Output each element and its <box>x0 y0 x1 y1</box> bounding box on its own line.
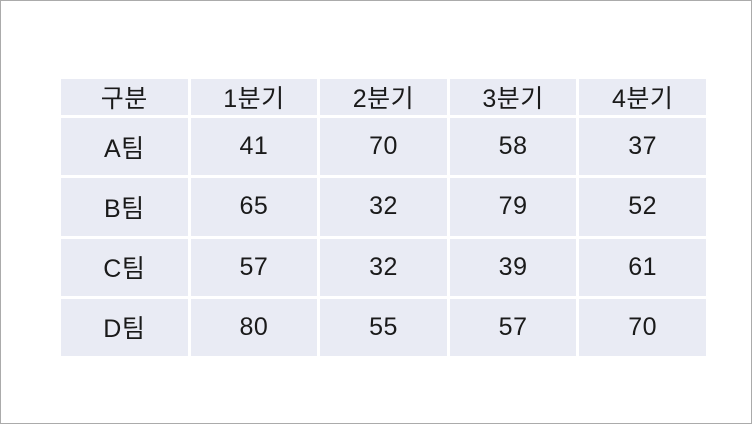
table-header: 구분 1분기 2분기 3분기 4분기 <box>61 79 706 115</box>
value-cell: 80 <box>190 298 318 356</box>
value-cell: 61 <box>579 238 706 296</box>
table-header-row: 구분 1분기 2분기 3분기 4분기 <box>61 79 706 115</box>
value-cell: 57 <box>190 238 318 296</box>
header-cell-quarter: 4분기 <box>579 79 706 115</box>
row-label-cell: B팀 <box>61 178 188 236</box>
header-cell-quarter: 1분기 <box>190 79 318 115</box>
row-label-cell: D팀 <box>61 298 188 356</box>
row-label-cell: A팀 <box>61 118 188 176</box>
value-cell: 70 <box>320 118 447 176</box>
value-cell: 58 <box>449 118 577 176</box>
quarterly-team-table: 구분 1분기 2분기 3분기 4분기 A팀 41 70 58 37 B팀 65 32 79 52 C팀 57 3… <box>58 76 709 359</box>
table-row: C팀 57 32 39 61 <box>61 238 706 296</box>
table-row: A팀 41 70 58 37 <box>61 118 706 176</box>
header-cell-quarter: 3분기 <box>449 79 577 115</box>
value-cell: 65 <box>190 178 318 236</box>
table-row: B팀 65 32 79 52 <box>61 178 706 236</box>
value-cell: 32 <box>320 238 447 296</box>
value-cell: 79 <box>449 178 577 236</box>
value-cell: 70 <box>579 298 706 356</box>
value-cell: 39 <box>449 238 577 296</box>
value-cell: 52 <box>579 178 706 236</box>
table-body: A팀 41 70 58 37 B팀 65 32 79 52 C팀 57 32 39 61 D팀 80 55 57 70 <box>61 118 706 356</box>
row-label-cell: C팀 <box>61 238 188 296</box>
value-cell: 55 <box>320 298 447 356</box>
value-cell: 57 <box>449 298 577 356</box>
header-cell-category: 구분 <box>61 79 188 115</box>
value-cell: 41 <box>190 118 318 176</box>
value-cell: 32 <box>320 178 447 236</box>
table-row: D팀 80 55 57 70 <box>61 298 706 356</box>
header-cell-quarter: 2분기 <box>320 79 447 115</box>
value-cell: 37 <box>579 118 706 176</box>
